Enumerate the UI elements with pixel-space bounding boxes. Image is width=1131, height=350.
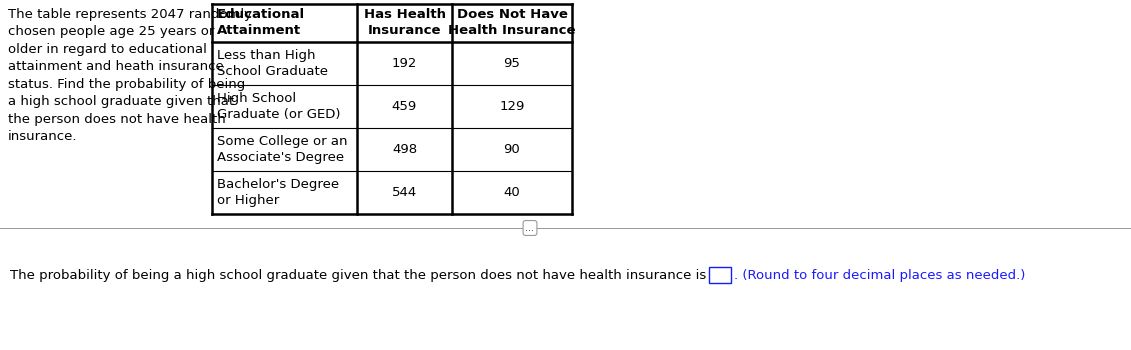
Text: High School
Graduate (or GED): High School Graduate (or GED) [217,92,340,121]
Text: . (Round to four decimal places as needed.): . (Round to four decimal places as neede… [734,268,1026,281]
Text: 459: 459 [391,100,417,113]
Text: Bachelor's Degree
or Higher: Bachelor's Degree or Higher [217,178,339,207]
Text: Less than High
School Graduate: Less than High School Graduate [217,49,328,78]
Text: 40: 40 [503,186,520,199]
Text: The table represents 2047 randomly
chosen people age 25 years or
older in regard: The table represents 2047 randomly chose… [8,8,252,144]
Text: Educational
Attainment: Educational Attainment [217,8,305,37]
Text: 498: 498 [392,143,417,156]
Text: 192: 192 [391,57,417,70]
Bar [709,267,732,283]
Text: 544: 544 [391,186,417,199]
Text: 95: 95 [503,57,520,70]
Text: 90: 90 [503,143,520,156]
Text: Has Health
Insurance: Has Health Insurance [363,8,446,37]
Text: 129: 129 [499,100,525,113]
Text: The probability of being a high school graduate given that the person does not h: The probability of being a high school g… [10,268,706,281]
Text: Does Not Have
Health Insurance: Does Not Have Health Insurance [448,8,576,37]
Text: ...: ... [526,223,535,233]
Text: Some College or an
Associate's Degree: Some College or an Associate's Degree [217,135,347,164]
